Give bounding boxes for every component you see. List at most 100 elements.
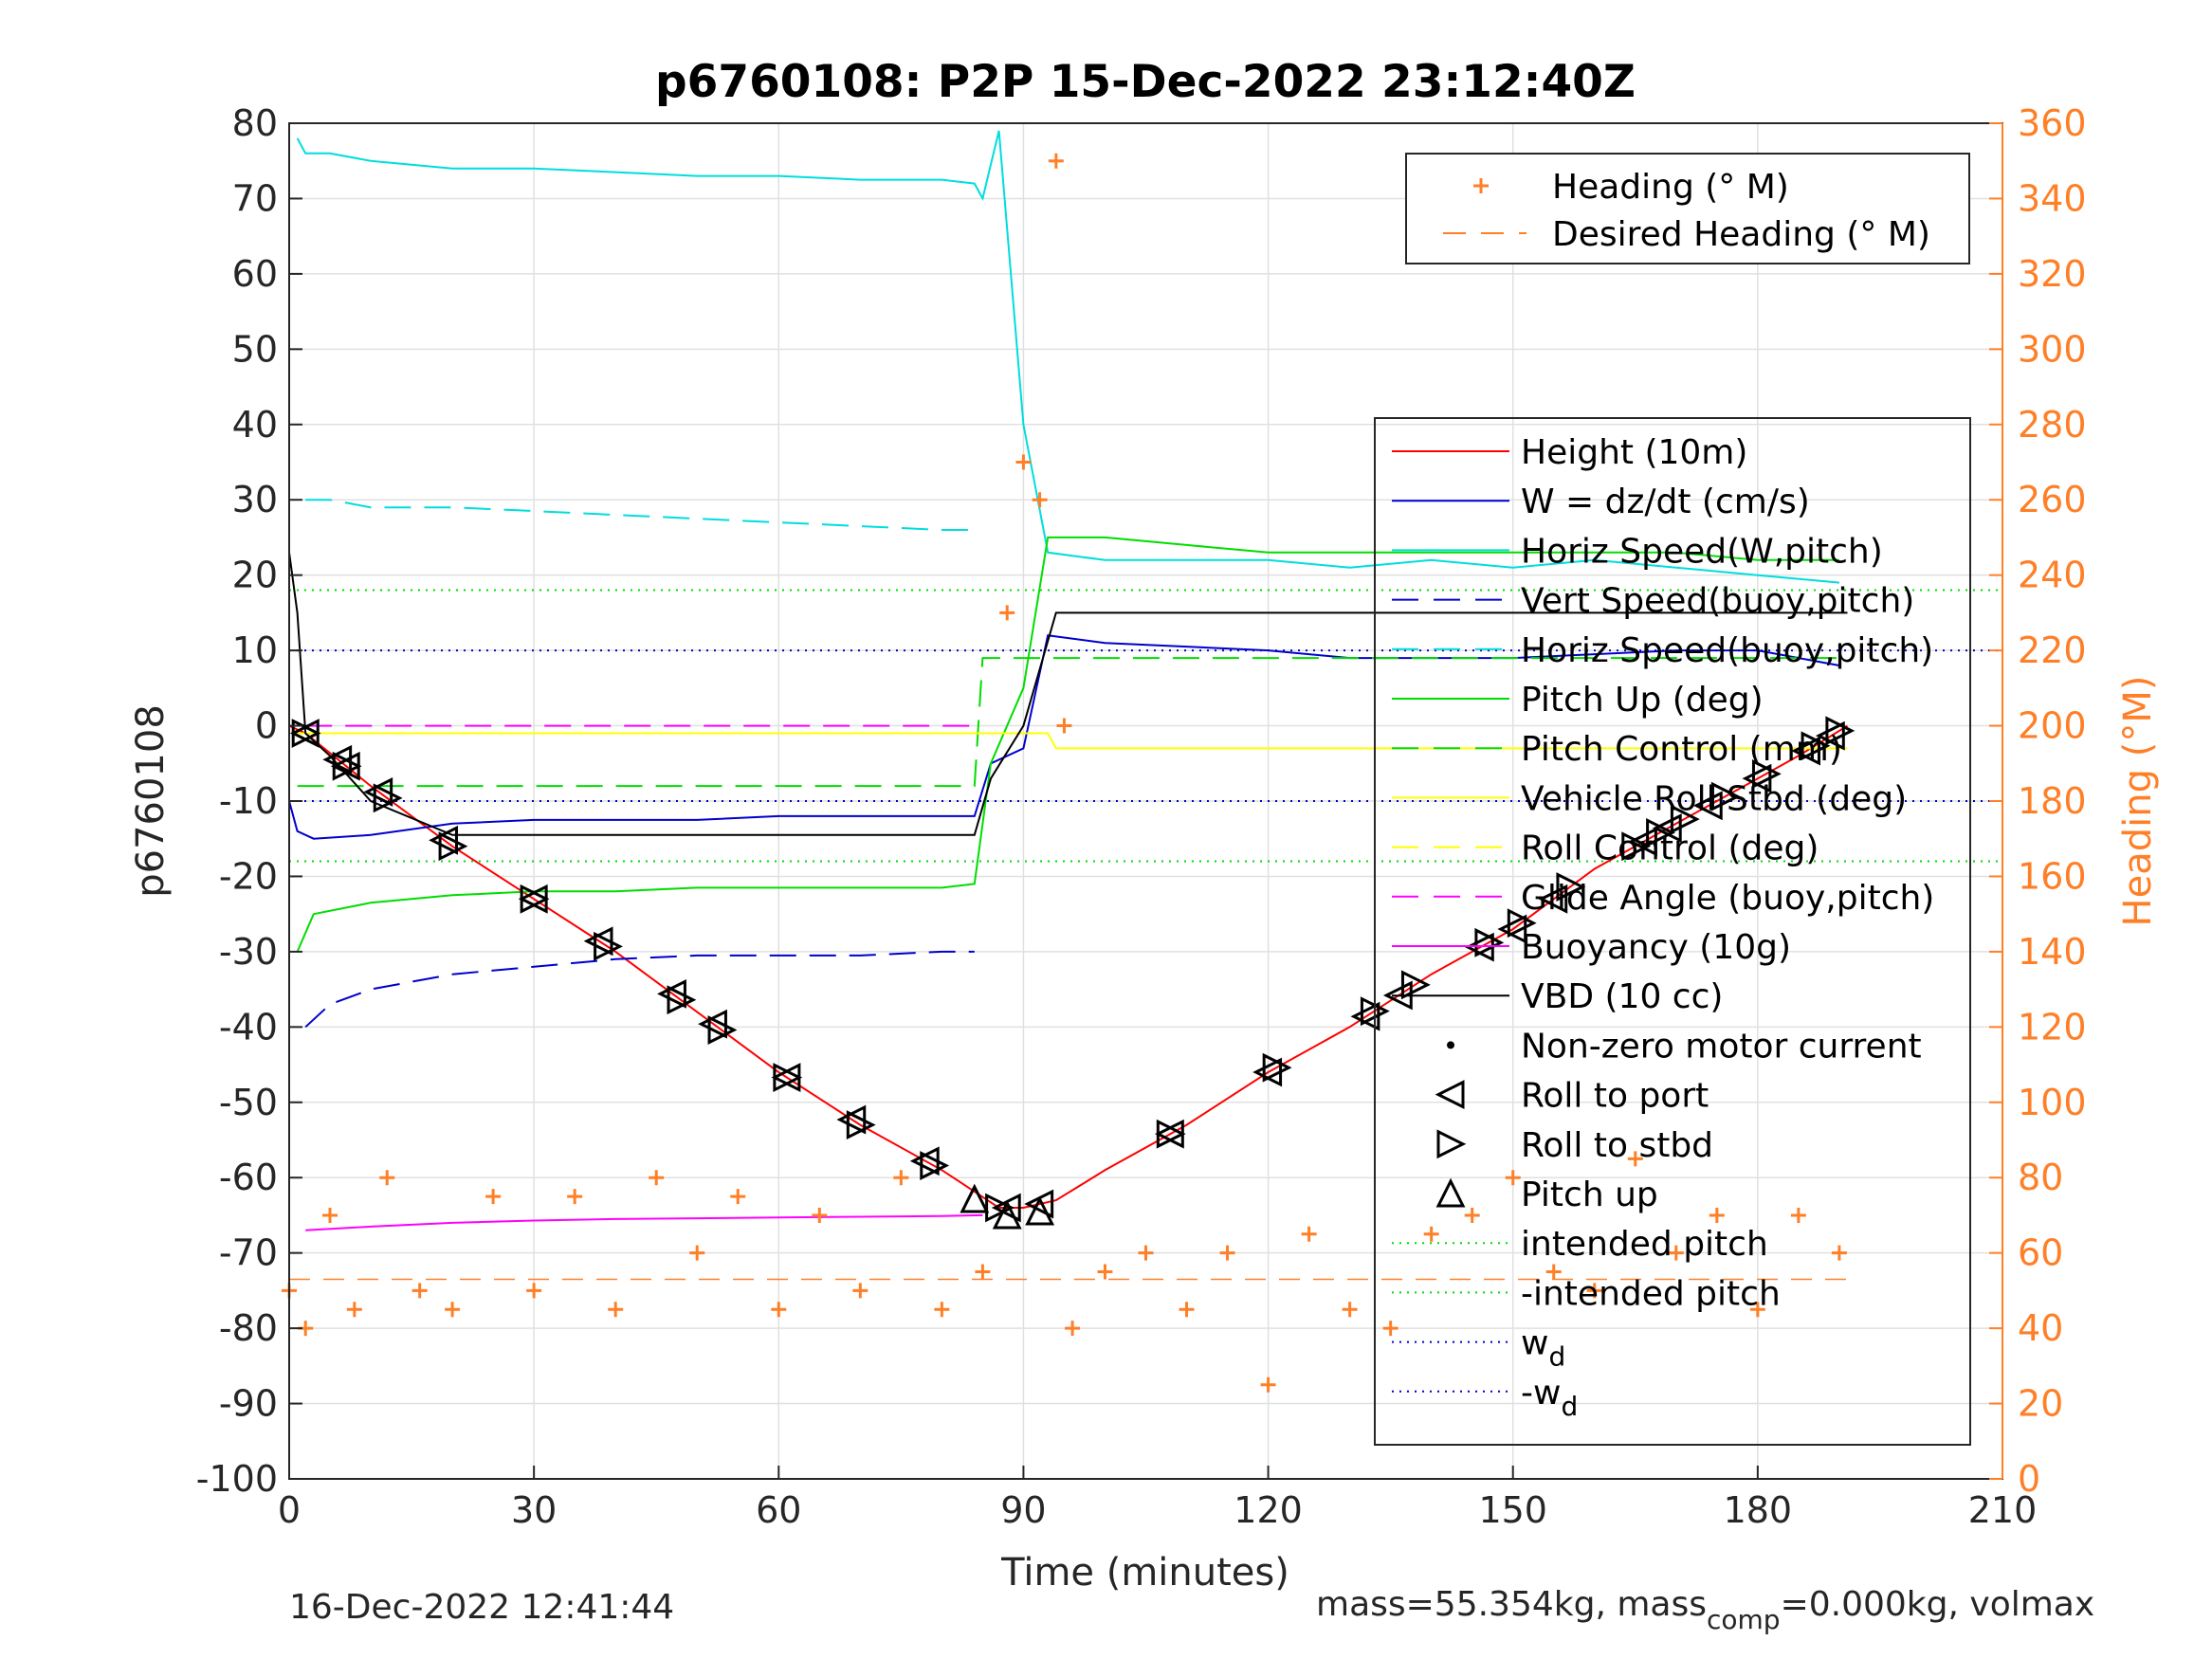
series-heading-m-point — [485, 1189, 502, 1205]
footer-mass-text-2: =0.000kg, volmax — [1780, 1585, 2095, 1624]
legend-label: intended pitch — [1521, 1225, 1768, 1264]
y-tick-label-left: 30 — [232, 479, 278, 520]
y-tick-label-left: 0 — [255, 705, 278, 747]
y-tick-label-left: 50 — [232, 328, 278, 370]
x-tick-label: 30 — [511, 1489, 557, 1531]
roll-to-stbd-marker — [1556, 872, 1586, 902]
roll-to-stbd-marker — [1646, 817, 1675, 848]
y-tick-label-right: 360 — [2018, 102, 2087, 144]
y-tick-label-right: 60 — [2018, 1232, 2063, 1274]
series-heading-m-point — [1627, 1151, 1643, 1167]
series-heading-m-point — [1048, 153, 1064, 169]
y-tick-label-right: 160 — [2018, 855, 2087, 897]
y-axis-label-right: Heading (°M) — [2116, 676, 2160, 927]
roll-to-stbd-marker — [1474, 927, 1505, 957]
roll-to-port-marker — [657, 978, 686, 1009]
series-heading-m-point — [1505, 1170, 1521, 1186]
series-heading-m-point — [608, 1302, 624, 1318]
series-heading-m-point — [1260, 1376, 1276, 1393]
y-tick-label-left: 60 — [232, 253, 278, 295]
y-tick-label-right: 20 — [2018, 1383, 2063, 1425]
roll-to-stbd-marker — [773, 1063, 803, 1092]
series-heading-m-point — [1138, 1245, 1154, 1261]
legend-label-subscript: d — [1548, 1341, 1565, 1373]
roll-to-stbd-marker — [920, 1151, 950, 1180]
series-buoyancy-10g — [305, 1213, 983, 1231]
series-heading-m-point — [1831, 1245, 1847, 1261]
roll-to-stbd-marker — [985, 1193, 1015, 1223]
y-tick-label-left: -100 — [196, 1458, 278, 1500]
axes-layer: 0 30 60 90 120 150 180 21080706050403020100-10-… — [196, 102, 2087, 1531]
legend-heading-label: Heading (° M) — [1552, 168, 1789, 207]
series-horiz-speed-w-pitch — [296, 130, 1839, 584]
roll-to-port-marker — [698, 1009, 727, 1039]
roll-to-stbd-marker — [1825, 716, 1856, 746]
legend-heading: Heading (° M) Desired Heading (° M) — [1405, 153, 1970, 264]
roll-to-stbd-marker — [1670, 804, 1700, 834]
roll-to-stbd-marker — [707, 1015, 738, 1045]
roll-to-port-marker — [429, 825, 458, 855]
series-heading-m-point — [999, 605, 1015, 621]
legend-label-subscript: d — [1561, 1391, 1578, 1422]
series-heading-m-point — [893, 1170, 909, 1186]
series-heading-m-point — [1179, 1302, 1195, 1318]
series-heading-m-point — [379, 1170, 395, 1186]
legend-swatch — [1436, 1129, 1467, 1159]
y-tick-label-right: 180 — [2018, 780, 2087, 822]
y-tick-label-right: 100 — [2018, 1082, 2087, 1123]
legend-label: W = dz/dt (cm/s) — [1521, 483, 1810, 521]
roll-to-stbd-marker — [1710, 781, 1741, 811]
chart-title: p6760108: P2P 15-Dec-2022 23:12:40Z — [655, 56, 1636, 108]
y-tick-label-left: 70 — [232, 177, 278, 219]
y-tick-label-left: -20 — [219, 855, 278, 897]
legend-label: Vehicle Roll Stbd (deg) — [1521, 779, 1907, 818]
y-tick-label-right: 120 — [2018, 1006, 2087, 1048]
x-tick-label: 180 — [1724, 1489, 1793, 1531]
x-tick-label: 210 — [1968, 1489, 2038, 1531]
y-axis-label-left: p6760108 — [129, 704, 173, 898]
y-tick-label-right: 140 — [2018, 931, 2087, 973]
y-tick-label-right: 40 — [2018, 1307, 2063, 1349]
roll-to-port-marker — [1497, 914, 1527, 944]
x-tick-label: 0 — [278, 1489, 301, 1531]
roll-to-stbd-marker — [667, 985, 697, 1015]
series-heading-m-point — [1065, 1321, 1081, 1337]
legend-label: Height (10m) — [1521, 433, 1747, 472]
series-heading-m-point — [1709, 1207, 1725, 1223]
series-heading-m-point — [1790, 1207, 1806, 1223]
series-heading-m-point — [1382, 1321, 1398, 1337]
y-tick-label-left: -70 — [219, 1232, 278, 1274]
legend-heading-swatch — [1473, 178, 1489, 193]
series-heading-m-point — [1668, 1245, 1684, 1261]
series-vbd-10-cc — [288, 552, 1848, 836]
legend-main: Height (10m) W = dz/dt (cm/s) Horiz Speed(… — [1374, 417, 1971, 1446]
series-heading-m-point — [526, 1283, 542, 1299]
footer-mass-text-1: mass=55.354kg, mass — [1316, 1585, 1707, 1624]
y-tick-label-left: -40 — [219, 1006, 278, 1048]
roll-to-stbd-marker — [373, 783, 403, 813]
pitch-up-marker — [960, 1183, 990, 1213]
series-heading-m-point — [730, 1189, 746, 1205]
series-heading-m-point — [934, 1302, 950, 1318]
series-vehicle-roll-stbd-deg — [297, 732, 1848, 750]
roll-to-stbd-marker — [1621, 831, 1652, 862]
roll-to-port-marker — [363, 777, 393, 807]
legend-label: Pitch Control (mm) — [1521, 730, 1842, 769]
y-tick-label-right: 200 — [2018, 705, 2087, 747]
y-tick-label-right: 300 — [2018, 328, 2087, 370]
legend-label: Buoyancy (10g) — [1521, 928, 1791, 967]
x-tick-label: 60 — [756, 1489, 801, 1531]
legend-label: Glide Angle (buoy,pitch) — [1521, 879, 1934, 918]
y-tick-label-right: 340 — [2018, 177, 2087, 219]
legend-label: -wd — [1521, 1374, 1578, 1422]
marker-layer — [289, 716, 1856, 1230]
legend-swatch — [1447, 1041, 1454, 1049]
grid — [288, 122, 2003, 1480]
series-heading-m-point — [1015, 454, 1032, 470]
roll-to-stbd-marker — [1751, 758, 1782, 789]
roll-to-stbd-marker — [1400, 970, 1431, 1000]
roll-to-stbd-marker — [1507, 908, 1537, 939]
y-tick-label-right: 280 — [2018, 404, 2087, 446]
y-tick-label-left: 80 — [232, 102, 278, 144]
